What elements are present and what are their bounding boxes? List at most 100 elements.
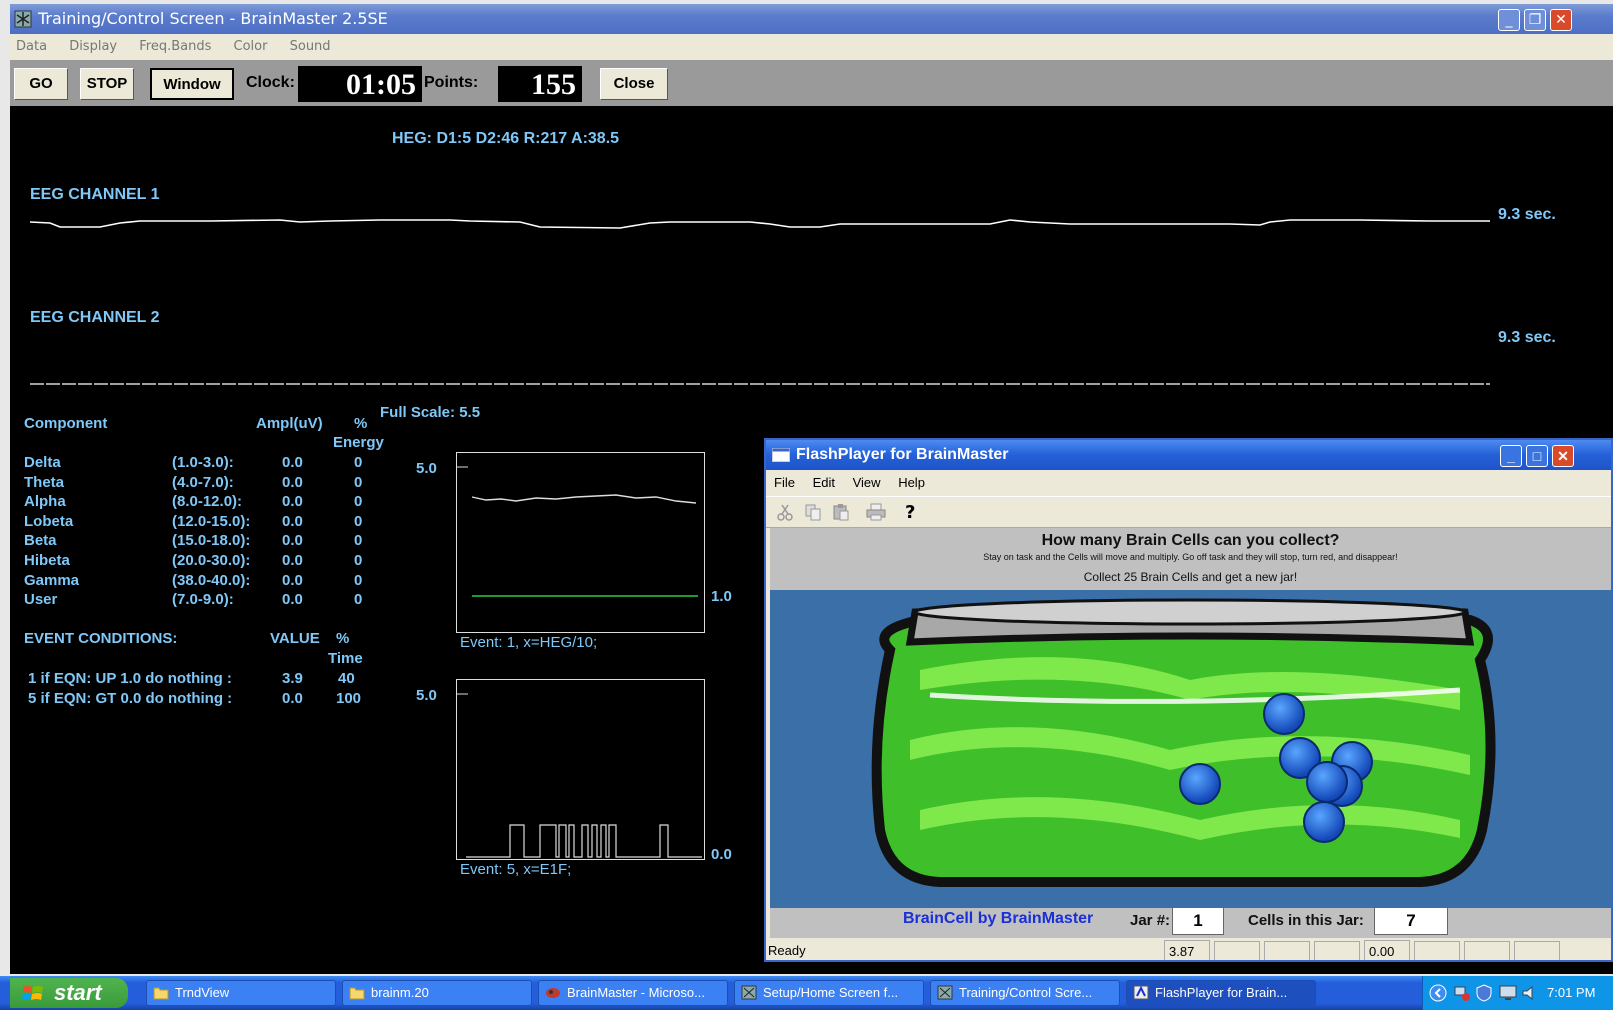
graph1-top-label: 5.0 — [416, 460, 437, 477]
flash-menu-edit[interactable]: Edit — [812, 475, 835, 490]
display-icon[interactable] — [1499, 984, 1517, 1002]
clock-display: 01:05 — [298, 66, 422, 102]
component-name: Alpha — [24, 493, 66, 511]
go-button[interactable]: GO — [14, 68, 68, 100]
menu-color[interactable]: Color — [233, 39, 268, 54]
flashplayer-window: FlashPlayer for BrainMaster _ □ ✕ File E… — [764, 438, 1613, 962]
cut-icon[interactable] — [776, 503, 794, 521]
status-pane-4 — [1314, 941, 1360, 960]
event-conditions-header: EVENT CONDITIONS: — [24, 630, 178, 647]
flash-title: FlashPlayer for BrainMaster — [796, 446, 1009, 463]
flash-titlebar[interactable]: FlashPlayer for BrainMaster _ □ ✕ — [766, 440, 1611, 470]
flash-menu-file[interactable]: File — [774, 475, 795, 490]
energy-header: Energy — [333, 434, 384, 451]
status-pane-7 — [1464, 941, 1510, 960]
paste-icon[interactable] — [832, 503, 850, 521]
taskbar: start TrndView brainm.20 BrainMaster - M… — [0, 976, 1613, 1010]
eeg-channel-1-label: EEG CHANNEL 1 — [30, 186, 160, 203]
component-name: Delta — [24, 454, 61, 471]
network-icon[interactable] — [1453, 984, 1471, 1002]
component-name: Gamma — [24, 571, 80, 589]
task-setup-home[interactable]: Setup/Home Screen f... — [734, 980, 924, 1006]
component-pct: 0 — [354, 454, 363, 471]
heg-readout: HEG: D1:5 D2:46 R:217 A:38.5 — [392, 130, 620, 147]
full-scale-label: Full Scale: 5.5 — [380, 404, 481, 421]
component-ampl: 0.0 — [282, 473, 303, 491]
menu-display[interactable]: Display — [69, 39, 118, 54]
task-label: FlashPlayer for Brain... — [1155, 985, 1288, 1000]
task-label: Setup/Home Screen f... — [763, 985, 899, 1000]
menu-freq-bands[interactable]: Freq.Bands — [139, 39, 212, 54]
component-pct: 0 — [354, 571, 363, 589]
status-pane-6 — [1414, 941, 1460, 960]
start-button[interactable]: start — [10, 978, 128, 1008]
close-button[interactable]: Close — [600, 68, 668, 100]
menu-sound[interactable]: Sound — [289, 39, 331, 54]
component-range: (4.0-7.0): — [172, 473, 234, 491]
help-icon[interactable]: ? — [902, 502, 918, 522]
task-training-control[interactable]: Training/Control Scre... — [930, 980, 1120, 1006]
brain-cell — [1279, 737, 1321, 779]
stop-button[interactable]: STOP — [80, 68, 134, 100]
status-pane-8 — [1514, 941, 1560, 960]
task-flashplayer[interactable]: FlashPlayer for Brain... — [1126, 980, 1316, 1006]
flash-minimize-icon[interactable]: _ — [1500, 445, 1522, 467]
component-pct: 0 — [354, 512, 363, 530]
task-label: brainm.20 — [371, 985, 429, 1000]
main-titlebar[interactable]: Training/Control Screen - BrainMaster 2.… — [10, 4, 1613, 34]
graph2-bottom-label: 0.0 — [711, 846, 732, 863]
task-brainm20[interactable]: brainm.20 — [342, 980, 532, 1006]
status-value-1: 3.87 — [1164, 940, 1210, 960]
flash-window-icon — [772, 448, 790, 462]
main-menubar: Data Display Freq.Bands Color Sound — [10, 34, 1613, 60]
task-label: Training/Control Scre... — [959, 985, 1093, 1000]
flash-menu-view[interactable]: View — [852, 475, 881, 490]
window-button[interactable]: Window — [150, 68, 234, 100]
game-header: How many Brain Cells can you collect? St… — [770, 528, 1611, 590]
component-range: (12.0-15.0): — [172, 512, 251, 530]
control-toolbar: GO STOP Window Clock: 01:05 Points: 155 … — [10, 60, 1613, 106]
flash-close-icon[interactable]: ✕ — [1552, 445, 1574, 467]
minimize-icon[interactable]: _ — [1498, 9, 1520, 31]
flash-game-area[interactable]: How many Brain Cells can you collect? St… — [770, 528, 1611, 938]
flash-menu-help[interactable]: Help — [898, 475, 925, 490]
component-name: Hibeta — [24, 552, 70, 569]
component-name: Beta — [24, 532, 57, 550]
event-row-1-value: 3.9 — [282, 670, 303, 687]
jar-number-label: Jar #: — [1130, 912, 1171, 929]
restore-icon[interactable]: ❐ — [1524, 9, 1546, 31]
task-brainmaster-microsoft[interactable]: BrainMaster - Microso... — [538, 980, 728, 1006]
event-row-1-condition: 1 if EQN: UP 1.0 do nothing : — [28, 670, 232, 687]
component-range: (38.0-40.0): — [172, 571, 251, 589]
event-row-2-condition: 5 if EQN: GT 0.0 do nothing : — [28, 690, 233, 707]
svg-text:?: ? — [905, 502, 915, 522]
task-trndview[interactable]: TrndView — [146, 980, 336, 1006]
game-background — [770, 590, 1611, 908]
game-subheading: Stay on task and the Cells will move and… — [983, 552, 1398, 562]
copy-icon[interactable] — [804, 503, 822, 521]
component-range: (15.0-18.0): — [172, 532, 251, 550]
folder-icon — [153, 987, 169, 1000]
close-window-icon[interactable]: ✕ — [1550, 9, 1572, 31]
flash-maximize-icon[interactable]: □ — [1526, 445, 1548, 467]
brainmaster-app-icon — [741, 985, 757, 1000]
component-ampl: 0.0 — [282, 454, 303, 471]
brainmaster-app-icon — [937, 985, 953, 1000]
brainmaster-app-icon — [14, 10, 32, 28]
clock-label: Clock: — [246, 74, 295, 91]
volume-icon[interactable] — [1521, 984, 1539, 1002]
jar-number-value: 1 — [1172, 907, 1224, 935]
graph1-threshold-label: 1.0 — [711, 588, 732, 605]
status-pane-2 — [1214, 941, 1260, 960]
graph2-top-label: 5.0 — [416, 687, 437, 704]
print-icon[interactable] — [866, 503, 886, 521]
cells-label: Cells in this Jar: — [1248, 912, 1364, 929]
tray-expand-icon[interactable] — [1429, 984, 1447, 1002]
graph1-plot — [456, 452, 705, 633]
menu-data[interactable]: Data — [16, 39, 48, 54]
component-ampl: 0.0 — [282, 512, 303, 530]
points-display: 155 — [498, 66, 582, 102]
game-heading: How many Brain Cells can you collect? — [1041, 532, 1340, 549]
event-value-header: VALUE — [270, 630, 320, 647]
security-icon[interactable] — [1475, 984, 1493, 1002]
